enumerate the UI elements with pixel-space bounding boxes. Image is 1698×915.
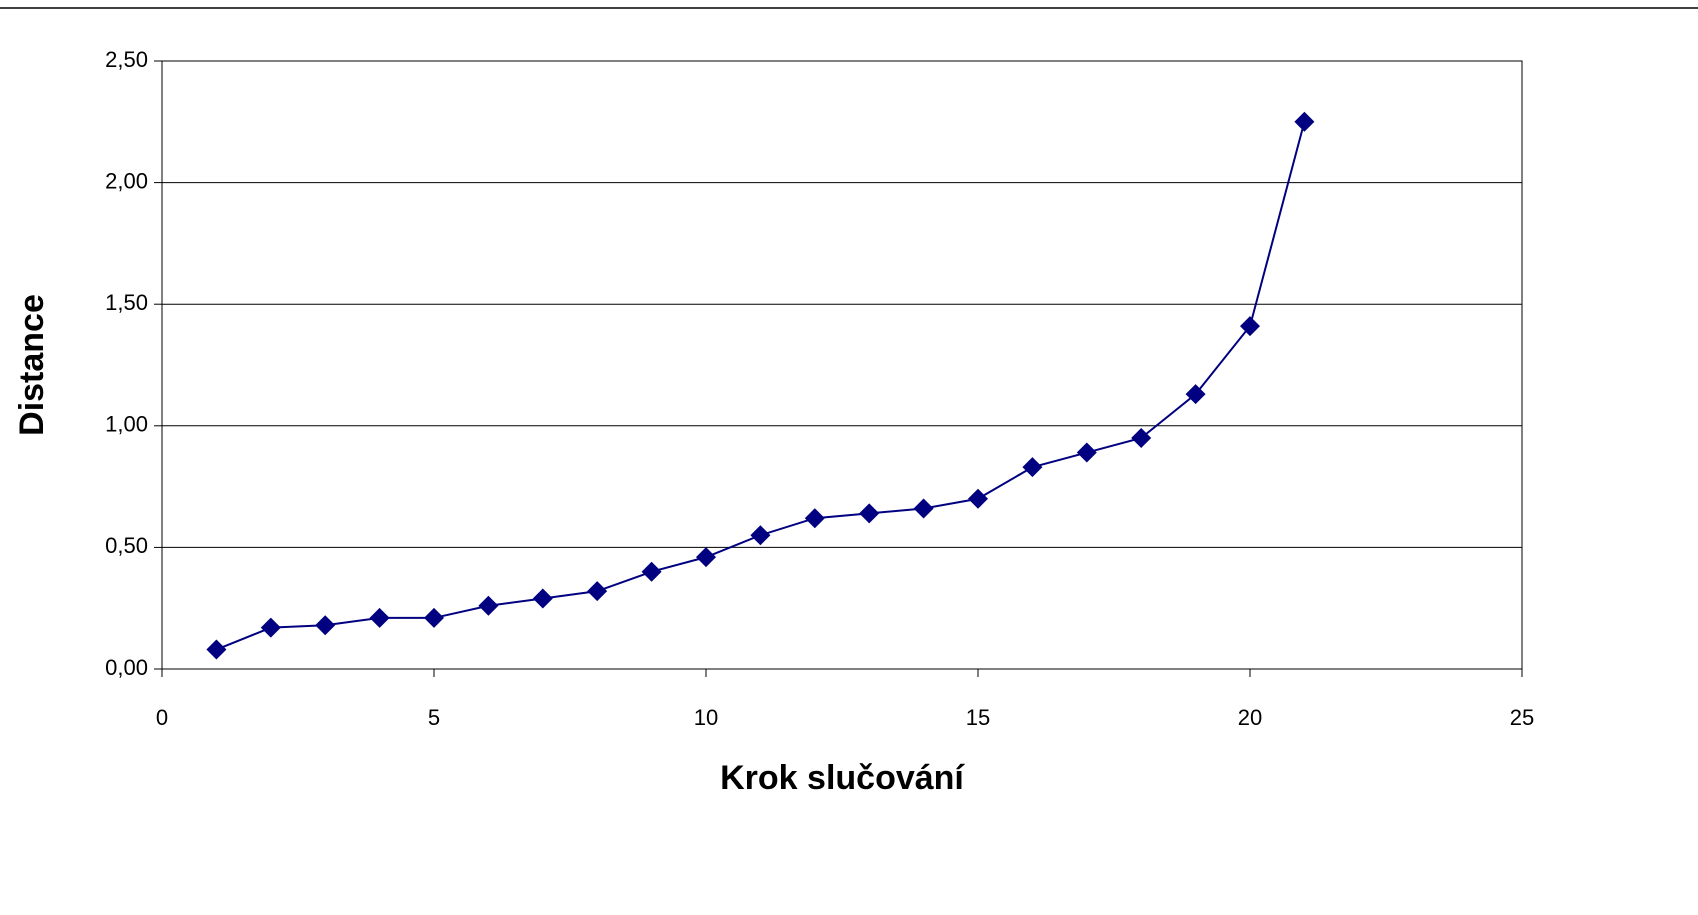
marker <box>804 508 825 529</box>
marker <box>913 498 934 519</box>
marker <box>532 588 553 609</box>
marker <box>1022 457 1043 478</box>
plot-area <box>161 60 1523 670</box>
x-tick-label: 20 <box>1238 705 1262 730</box>
y-tick-label: 2,50 <box>105 47 148 72</box>
marker <box>1076 442 1097 463</box>
marker <box>478 595 499 616</box>
marker <box>260 617 281 638</box>
x-tick-label: 10 <box>694 705 718 730</box>
marker <box>859 503 880 524</box>
x-tick-label: 25 <box>1510 705 1534 730</box>
x-axis-label: Krok slučování <box>720 759 965 797</box>
marker <box>696 547 716 568</box>
x-tick-label: 5 <box>428 705 440 730</box>
y-tick-label: 0,50 <box>105 533 148 558</box>
marker <box>1185 384 1206 405</box>
marker <box>369 607 390 628</box>
marker <box>750 525 771 546</box>
y-tick-label: 1,50 <box>105 290 148 315</box>
marker <box>968 488 988 509</box>
y-axis-label: Distance <box>13 294 51 436</box>
marker <box>1240 316 1260 337</box>
marker <box>641 561 662 582</box>
marker <box>1131 427 1152 448</box>
marker <box>315 615 336 636</box>
marker <box>1294 111 1315 132</box>
y-tick-label: 2,00 <box>105 168 148 193</box>
y-tick-label: 1,00 <box>105 412 148 437</box>
x-tick-label: 15 <box>966 705 990 730</box>
marker <box>424 607 444 628</box>
x-tick-label: 0 <box>156 705 168 730</box>
marker <box>206 639 227 660</box>
series-line <box>216 121 1306 651</box>
y-tick-label: 0,00 <box>105 655 148 680</box>
marker <box>587 581 608 602</box>
